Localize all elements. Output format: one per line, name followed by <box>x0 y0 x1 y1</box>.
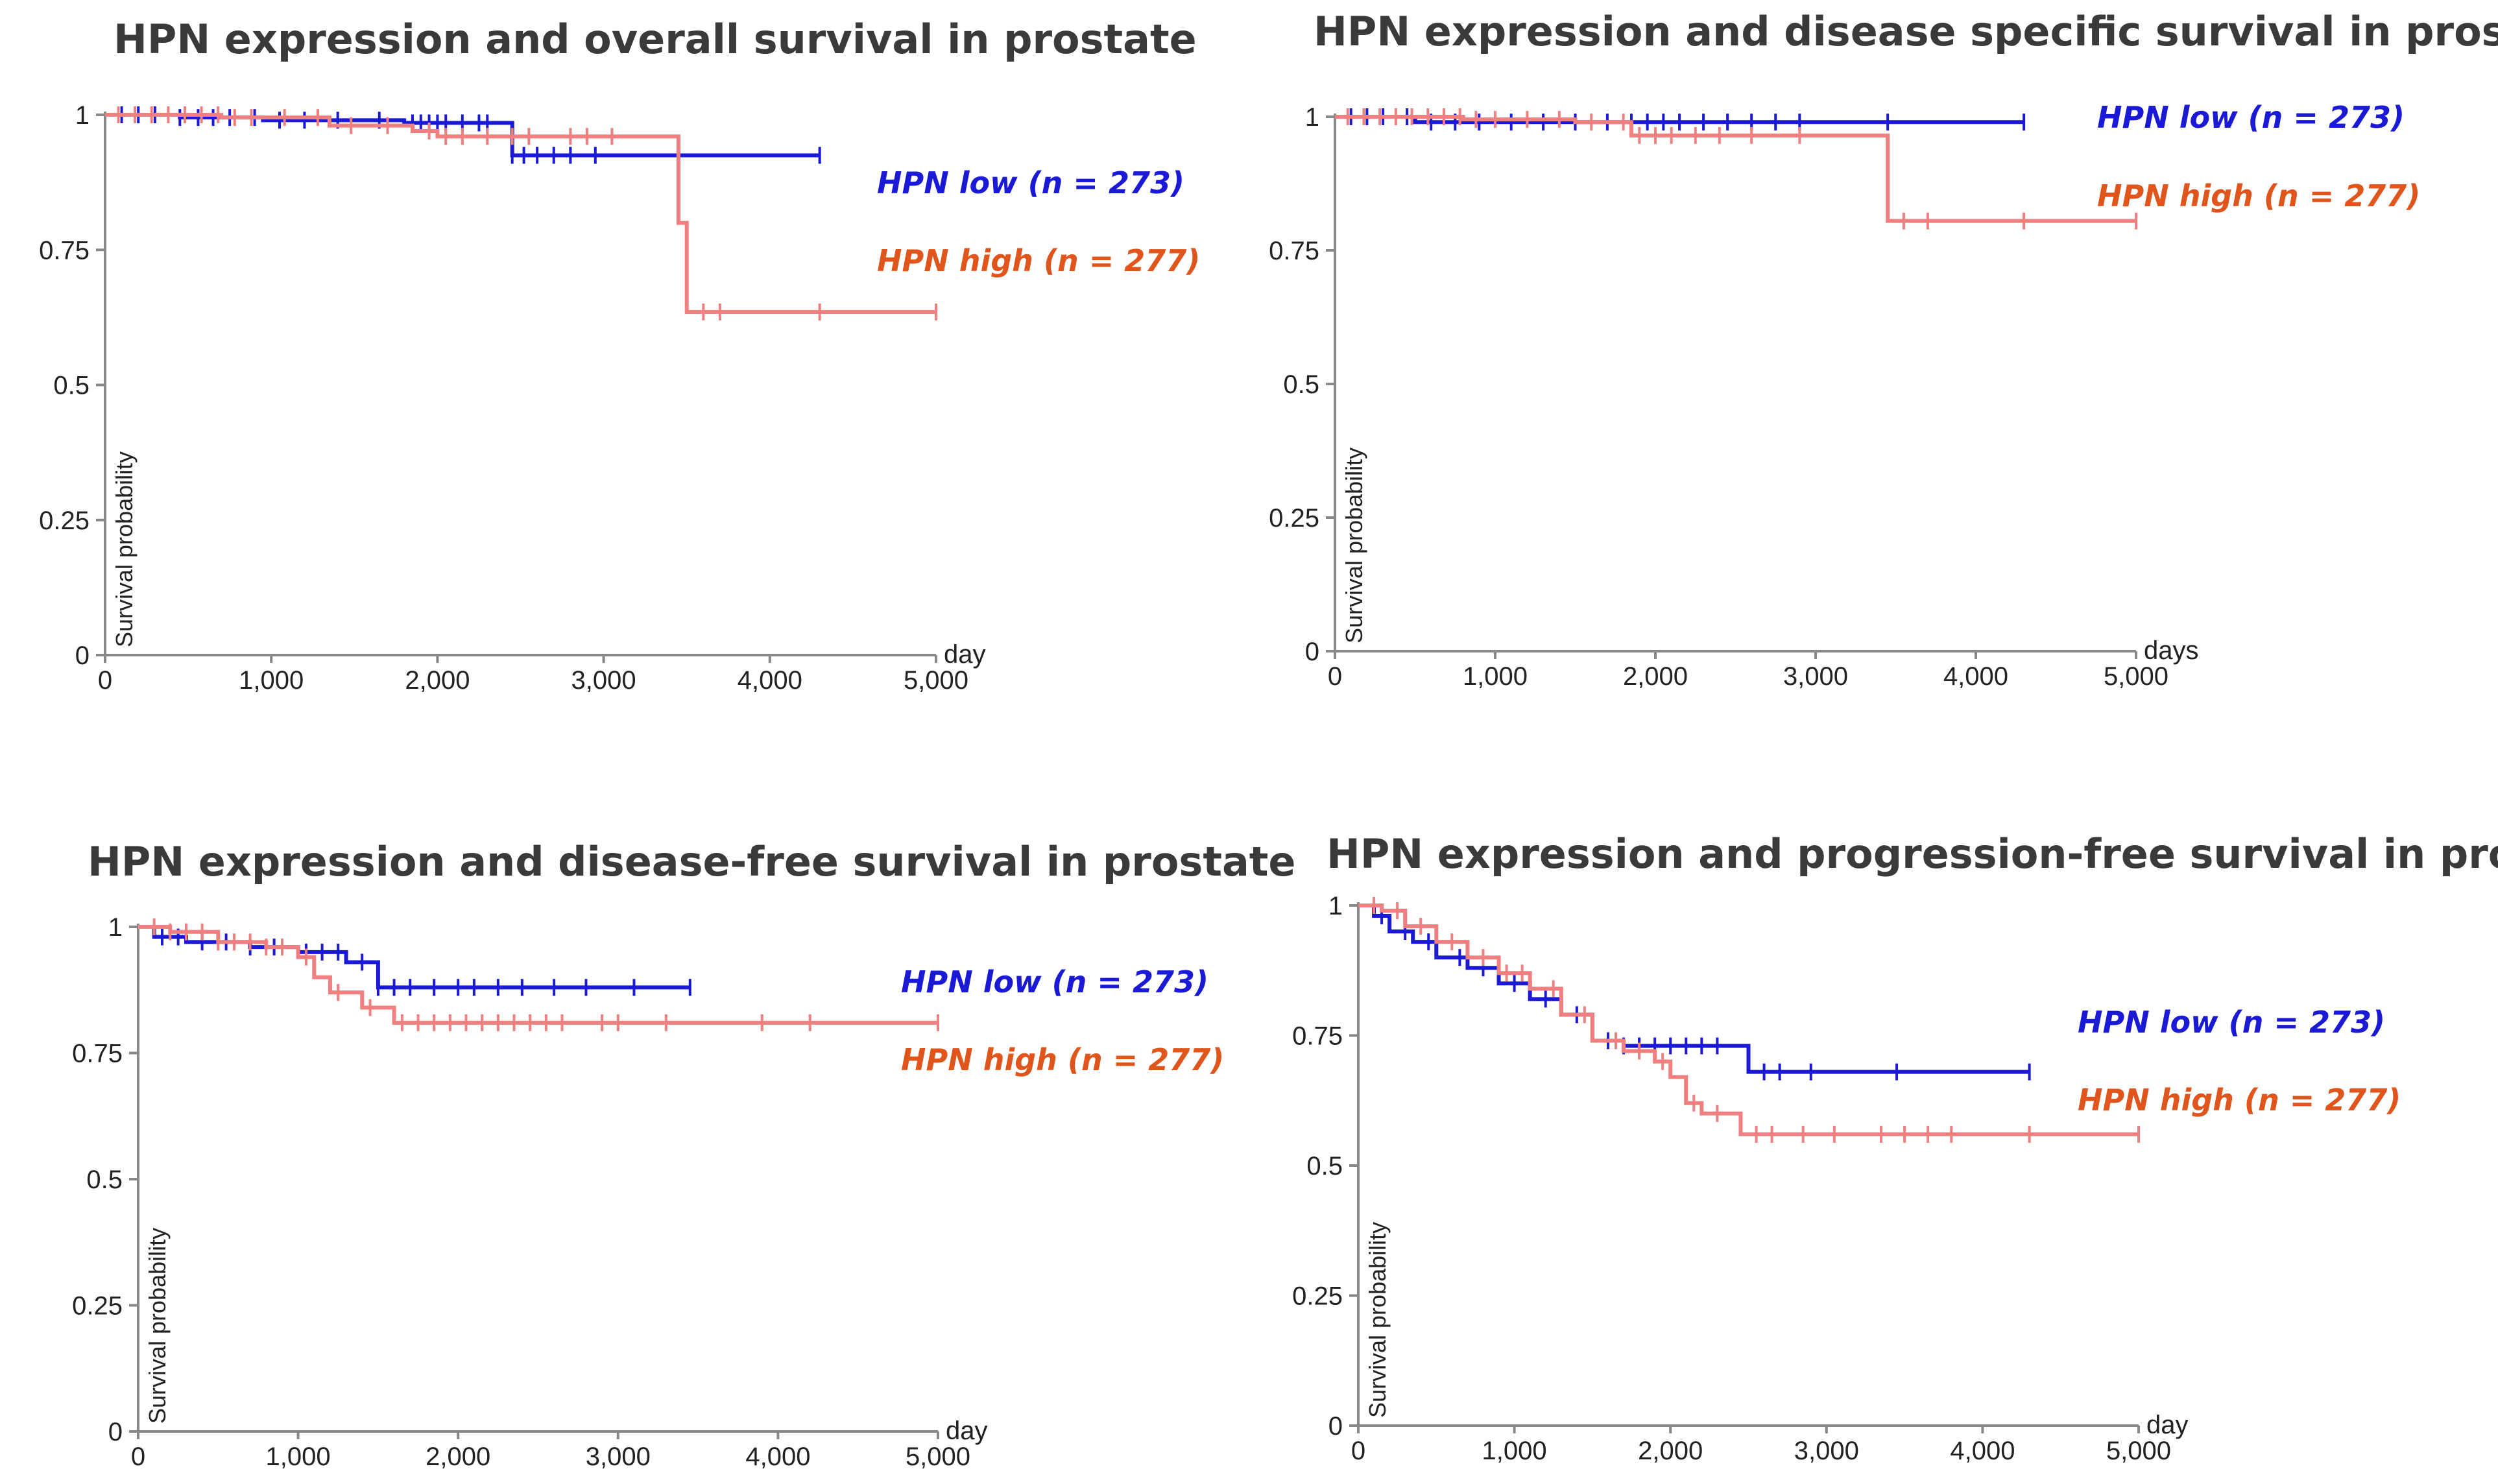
x-tick-label: 0 <box>131 1442 145 1471</box>
x-axis-label: day <box>946 1417 988 1445</box>
x-tick-label: 4,000 <box>738 666 802 695</box>
panel-disease-free-survival: HPN expression and disease-free survival… <box>72 838 1295 1471</box>
x-tick-label: 4,000 <box>1943 662 2008 691</box>
y-tick-label: 0.75 <box>1292 1022 1343 1051</box>
series-line-low <box>138 925 690 990</box>
plot-area: 0 0.25 0.5 0.75 1 0 1,000 2,000 3,000 4,000 5,000d… <box>1269 103 2198 691</box>
panel-overall-survival: HPN expression and overall survival in p… <box>39 16 1200 695</box>
y-tick-label: 0.25 <box>39 507 90 535</box>
y-tick-label: 0.75 <box>72 1040 123 1068</box>
x-tick-label: 3,000 <box>586 1442 651 1471</box>
y-tick-label: 0 <box>108 1418 123 1446</box>
x-tick-label: 5,000 <box>906 1442 970 1471</box>
x-tick-label: 2,000 <box>1623 662 1688 691</box>
panel-disease-specific-survival: HPN expression and disease specific surv… <box>1269 8 2498 691</box>
x-tick-label: 3,000 <box>571 666 636 695</box>
legend-low: HPN low (n = 273) <box>877 165 1184 200</box>
legend-low: HPN low (n = 273) <box>2078 1005 2385 1040</box>
legend-low: HPN low (n = 273) <box>901 964 1208 999</box>
series-line-high <box>138 925 938 1025</box>
panel-progression-free-survival: HPN expression and progression-free surv… <box>1292 830 2498 1465</box>
series-line-high <box>1358 904 2139 1136</box>
y-tick-label: 0.75 <box>39 236 90 265</box>
series-line-high <box>105 113 936 315</box>
y-tick-label: 1 <box>1328 892 1343 920</box>
plot-area: 0 0.25 0.5 0.75 1 0 1,000 2,000 3,000 4,000 5,000d… <box>39 101 985 695</box>
x-axis-label: days <box>2144 636 2199 665</box>
y-tick-label: 0 <box>75 641 90 670</box>
plot-area: 0 0.25 0.5 0.75 1 0 1,000 2,000 3,000 4,000 5,000d… <box>1292 892 2188 1465</box>
y-axis-label: Survival probability <box>111 451 138 647</box>
y-tick-label: 0.5 <box>1306 1152 1343 1180</box>
y-tick-label: 1 <box>108 913 123 942</box>
legend-low: HPN low (n = 273) <box>2097 100 2405 135</box>
x-tick-label: 1,000 <box>266 1442 331 1471</box>
y-tick-label: 0.25 <box>1269 504 1319 533</box>
y-tick-label: 0.5 <box>1283 370 1319 399</box>
series-line-high <box>1335 115 2136 223</box>
x-tick-label: 5,000 <box>2106 1437 2171 1465</box>
x-tick-label: 1,000 <box>1482 1437 1547 1465</box>
series-line-low <box>1358 904 2030 1074</box>
y-tick-label: 0.25 <box>72 1292 123 1321</box>
y-tick-label: 0.5 <box>86 1166 123 1194</box>
x-tick-label: 5,000 <box>904 666 968 695</box>
x-tick-label: 4,000 <box>745 1442 810 1471</box>
y-tick-label: 1 <box>75 101 90 130</box>
legend-high: HPN high (n = 277) <box>877 243 1200 278</box>
x-tick-label: 3,000 <box>1794 1437 1859 1465</box>
y-tick-label: 0.5 <box>53 372 90 400</box>
x-tick-label: 1,000 <box>239 666 304 695</box>
x-tick-label: 1,000 <box>1463 662 1528 691</box>
chart-title: HPN expression and disease-free survival… <box>88 838 1295 885</box>
y-tick-label: 0.75 <box>1269 237 1319 265</box>
chart-title: HPN expression and overall survival in p… <box>114 16 1197 63</box>
y-axis-label: Survival probability <box>1341 448 1367 643</box>
x-tick-label: 5,000 <box>2104 662 2168 691</box>
x-tick-label: 2,000 <box>405 666 470 695</box>
x-tick-label: 2,000 <box>1638 1437 1703 1465</box>
x-tick-label: 0 <box>1328 662 1342 691</box>
chart-title: HPN expression and progression-free surv… <box>1327 830 2498 878</box>
y-tick-label: 0 <box>1328 1412 1343 1441</box>
y-axis-label: Survival probability <box>1364 1222 1391 1418</box>
x-tick-label: 0 <box>1351 1437 1365 1465</box>
x-axis-label: day <box>2146 1411 2189 1439</box>
x-tick-label: 3,000 <box>1783 662 1848 691</box>
legend-high: HPN high (n = 277) <box>901 1042 1224 1077</box>
x-tick-label: 0 <box>98 666 112 695</box>
y-axis-label: Survival probability <box>144 1228 171 1424</box>
legend-high: HPN high (n = 277) <box>2097 178 2420 213</box>
x-tick-label: 4,000 <box>1950 1437 2015 1465</box>
legend-high: HPN high (n = 277) <box>2078 1083 2401 1118</box>
x-axis-label: day <box>944 640 986 669</box>
y-tick-label: 0.25 <box>1292 1282 1343 1311</box>
y-tick-label: 1 <box>1305 103 1319 132</box>
y-tick-label: 0 <box>1305 638 1319 666</box>
x-tick-label: 2,000 <box>426 1442 490 1471</box>
plot-area: 0 0.25 0.5 0.75 1 0 1,000 2,000 3,000 4,000 5,000d… <box>72 913 987 1471</box>
chart-title: HPN expression and disease specific surv… <box>1314 8 2498 55</box>
